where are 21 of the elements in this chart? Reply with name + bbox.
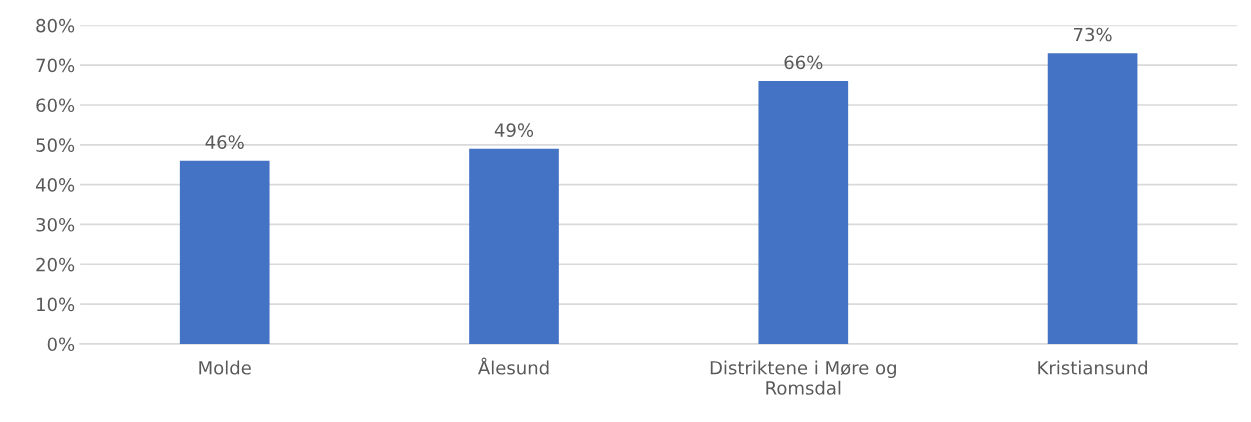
y-tick-label: 20% <box>36 257 75 272</box>
y-tick-label: 10% <box>37 297 75 312</box>
data-label: 49% <box>494 123 534 137</box>
data-label: 46% <box>205 135 244 149</box>
y-tick-label: 70% <box>36 58 75 73</box>
y-tick-label: 60% <box>36 98 75 113</box>
y-tick-label: 80% <box>36 18 75 33</box>
bar <box>758 81 849 344</box>
x-tick-label: Kristiansund <box>1038 360 1147 375</box>
bar <box>469 148 559 344</box>
x-tick-label: Distriktene i Møre og Romsdal <box>710 360 896 395</box>
data-label: 73% <box>1074 27 1112 42</box>
data-label: 66% <box>784 55 823 70</box>
y-tick-label: 0% <box>47 337 75 352</box>
y-tick-label: 40% <box>35 178 75 192</box>
x-tick-label: Molde <box>199 360 251 375</box>
y-tick-label: 50% <box>36 138 75 152</box>
bar <box>1047 53 1138 344</box>
x-tick-label: Ålesund <box>478 357 549 375</box>
y-tick-label: 30% <box>36 217 75 232</box>
bar <box>179 160 270 344</box>
